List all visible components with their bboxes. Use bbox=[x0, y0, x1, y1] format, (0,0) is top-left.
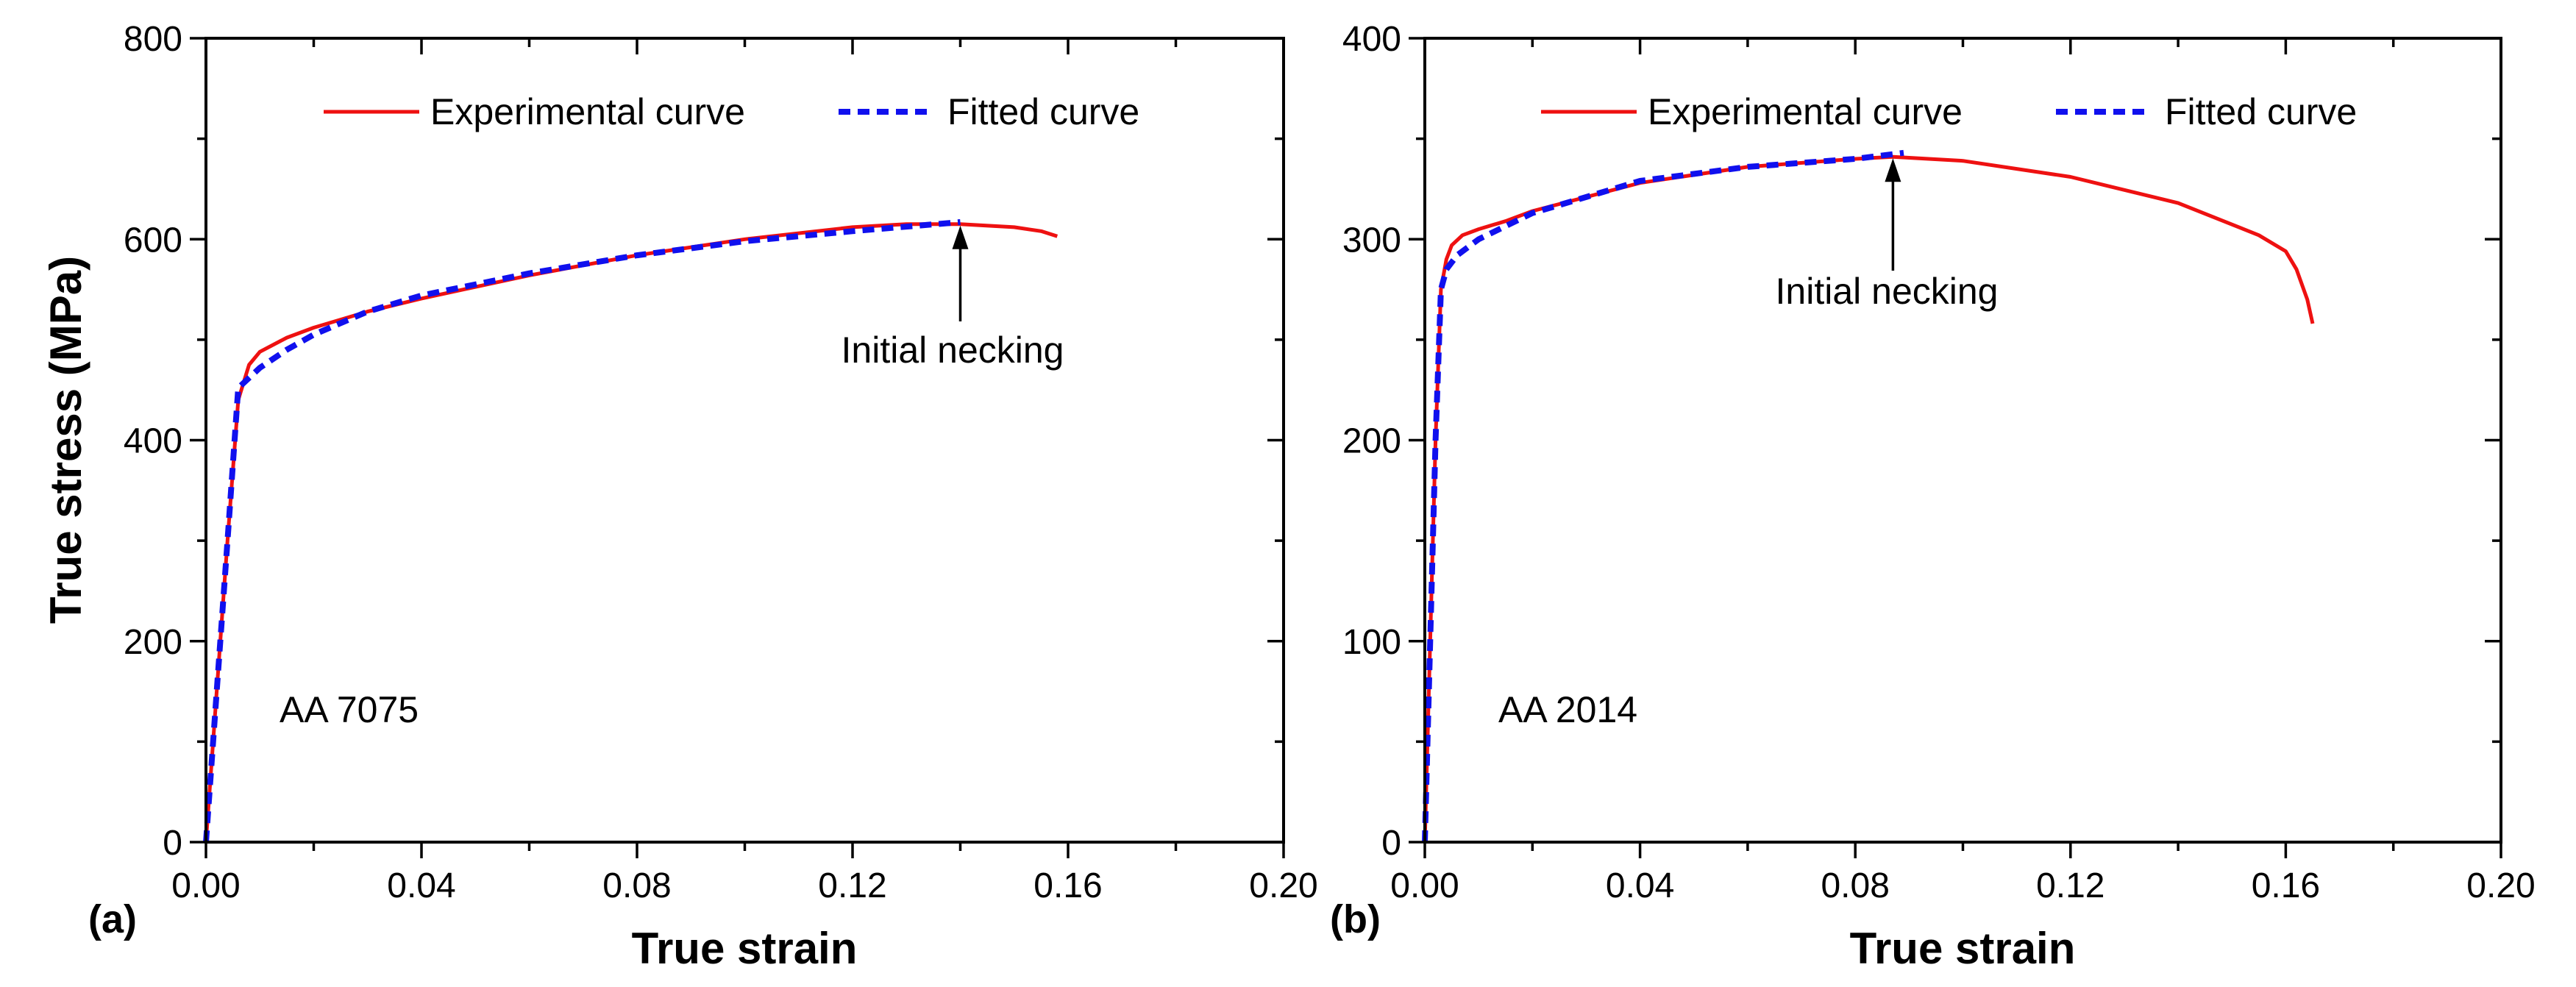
fitted-curve-line bbox=[1422, 149, 1904, 843]
y-tick-label: 800 bbox=[124, 20, 182, 59]
y-tick-label: 0 bbox=[163, 824, 182, 863]
legend: Experimental curve Fitted curve bbox=[324, 91, 1139, 132]
x-tick-label: 0.04 bbox=[1606, 866, 1674, 905]
material-label: AA 7075 bbox=[280, 689, 419, 730]
x-axis-label: True strain bbox=[1850, 924, 2076, 973]
legend-experimental-label: Experimental curve bbox=[430, 91, 745, 132]
y-tick-label: 400 bbox=[124, 422, 182, 461]
y-tick-label: 200 bbox=[124, 623, 182, 662]
x-tick-label: 0.08 bbox=[602, 866, 671, 905]
annotation-arrow-head bbox=[1885, 158, 1901, 182]
x-tick-label: 0.12 bbox=[2036, 866, 2104, 905]
legend-fitted-label: Fitted curve bbox=[2165, 91, 2357, 132]
x-tick-label: 0.16 bbox=[1033, 866, 1102, 905]
panel-label: (a) bbox=[88, 897, 137, 941]
fitted-curve-line bbox=[203, 219, 961, 843]
x-tick-label: 0.20 bbox=[1249, 866, 1317, 905]
x-tick-label: 0.00 bbox=[171, 866, 240, 905]
necking-annotation: Initial necking bbox=[842, 225, 1064, 371]
legend-fitted-label: Fitted curve bbox=[947, 91, 1139, 132]
y-tick-label: 100 bbox=[1342, 623, 1401, 662]
x-tick-label: 0.08 bbox=[1821, 866, 1889, 905]
y-tick-label: 600 bbox=[124, 221, 182, 260]
chart-panel-a: 0.00 0.04 0.08 0.12 0.16 0.20 0 200 400 600 800 Tr… bbox=[41, 20, 1318, 973]
material-label: AA 2014 bbox=[1498, 689, 1637, 730]
legend: Experimental curve Fitted curve bbox=[1541, 91, 2357, 132]
x-axis-label: True strain bbox=[632, 924, 858, 973]
y-tick-label: 200 bbox=[1342, 422, 1401, 461]
annotation-arrow-head bbox=[952, 225, 969, 249]
legend-experimental-label: Experimental curve bbox=[1648, 91, 1963, 132]
annotation-label: Initial necking bbox=[1776, 271, 1999, 312]
x-tick-label: 0.00 bbox=[1390, 866, 1459, 905]
y-tick-label: 0 bbox=[1381, 824, 1401, 863]
necking-annotation: Initial necking bbox=[1776, 158, 1999, 312]
x-tick-label: 0.04 bbox=[387, 866, 455, 905]
annotation-label: Initial necking bbox=[842, 329, 1064, 371]
y-tick-label: 400 bbox=[1342, 20, 1401, 59]
x-tick-label: 0.20 bbox=[2466, 866, 2535, 905]
y-axis-label: True stress (MPa) bbox=[41, 256, 90, 624]
panel-label: (b) bbox=[1330, 897, 1381, 941]
x-tick-label: 0.16 bbox=[2252, 866, 2320, 905]
y-tick-label: 300 bbox=[1342, 221, 1401, 260]
x-tick-label: 0.12 bbox=[818, 866, 886, 905]
chart-panel-b: 0.00 0.04 0.08 0.12 0.16 0.20 0 100 200 300 400 Tr… bbox=[1330, 20, 2536, 973]
